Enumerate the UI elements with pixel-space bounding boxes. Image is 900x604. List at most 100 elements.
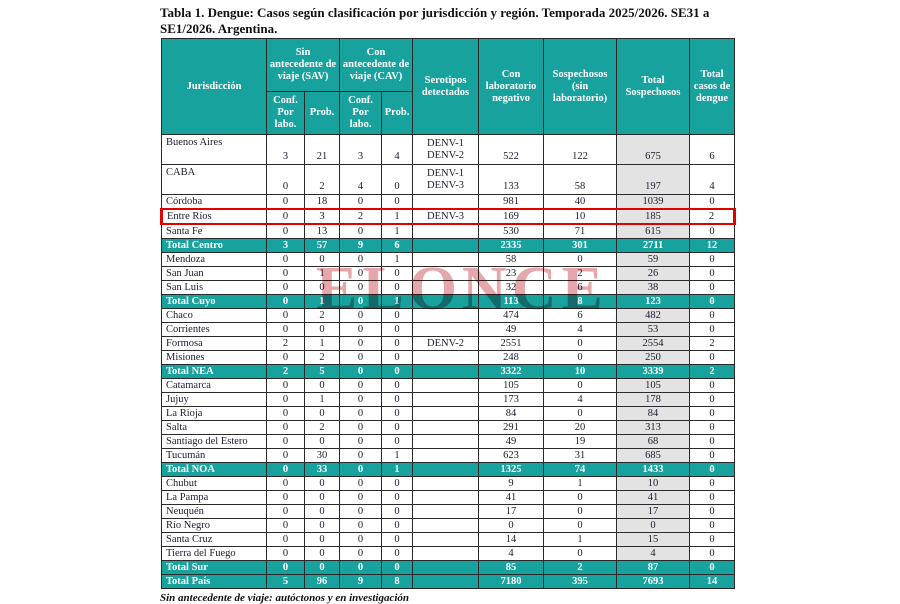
cell-jurisdiccion: CABA xyxy=(161,164,267,195)
cell-total-casos: 0 xyxy=(689,420,736,435)
cell-sav-conf: 0 xyxy=(266,252,305,267)
cell-serotipos xyxy=(412,364,480,379)
cell-total-sospechosos: 1039 xyxy=(616,194,691,210)
cell-cav-prob: 0 xyxy=(381,532,414,547)
cell-jurisdiccion: Entre Ríos xyxy=(160,208,267,225)
cell-sav-prob: 0 xyxy=(303,546,341,561)
cell-total-sospechosos: 15 xyxy=(616,532,691,547)
cell-total-sospechosos: 0 xyxy=(616,518,691,533)
cell-jurisdiccion: Santa Cruz xyxy=(161,532,267,547)
cell-lab-negativo: 41 xyxy=(478,490,545,505)
col-header-serotipos: Serotipos detectados xyxy=(412,38,480,135)
cell-lab-negativo: 522 xyxy=(478,134,545,165)
cell-serotipos xyxy=(412,574,480,589)
cell-serotipos xyxy=(412,350,480,365)
cell-sav-conf: 0 xyxy=(266,420,305,435)
cell-sav-conf: 0 xyxy=(266,532,305,547)
cell-sav-conf: 0 xyxy=(266,490,305,505)
cell-total-sospechosos: 59 xyxy=(616,252,691,267)
table-row: Chaco 0 2 0 0 474 6 482 0 xyxy=(161,308,736,323)
cell-sospechosos: 395 xyxy=(543,574,618,589)
cell-sospechosos: 0 xyxy=(543,518,618,533)
cell-sav-prob: 5 xyxy=(303,364,341,379)
cell-cav-prob: 4 xyxy=(381,134,414,165)
cell-lab-negativo: 248 xyxy=(478,350,545,365)
cell-total-sospechosos: 87 xyxy=(616,560,691,575)
cell-sospechosos: 0 xyxy=(543,406,618,421)
cell-serotipos xyxy=(412,518,480,533)
table-row: La Pampa 0 0 0 0 41 0 41 0 xyxy=(161,490,736,505)
cell-sospechosos: 40 xyxy=(543,194,618,210)
table-row: Córdoba 0 18 0 0 981 40 1039 0 xyxy=(161,194,736,210)
cell-cav-prob: 1 xyxy=(381,448,414,463)
cell-cav-conf: 0 xyxy=(339,364,383,379)
cell-sav-prob: 2 xyxy=(303,308,341,323)
cell-cav-conf: 0 xyxy=(339,532,383,547)
cell-sav-prob: 2 xyxy=(303,350,341,365)
cell-jurisdiccion: Total Cuyo xyxy=(161,294,267,309)
cell-total-sospechosos: 250 xyxy=(616,350,691,365)
cell-sav-prob: 13 xyxy=(303,223,341,239)
cell-cav-prob: 1 xyxy=(381,208,414,225)
cell-total-sospechosos: 84 xyxy=(616,406,691,421)
cell-lab-negativo: 32 xyxy=(478,280,545,295)
cell-cav-prob: 0 xyxy=(381,546,414,561)
cell-sospechosos: 2 xyxy=(543,266,618,281)
cell-cav-conf: 0 xyxy=(339,378,383,393)
cell-lab-negativo: 1325 xyxy=(478,462,545,477)
cell-cav-conf: 0 xyxy=(339,392,383,407)
cell-total-sospechosos: 675 xyxy=(616,134,691,165)
cell-cav-prob: 0 xyxy=(381,308,414,323)
cell-cav-conf: 9 xyxy=(339,238,383,253)
cell-serotipos xyxy=(412,546,480,561)
cell-sav-conf: 0 xyxy=(266,378,305,393)
cell-jurisdiccion: Río Negro xyxy=(161,518,267,533)
cell-serotipos: DENV-3 xyxy=(412,208,480,225)
cell-total-casos: 0 xyxy=(689,518,736,533)
cell-lab-negativo: 17 xyxy=(478,504,545,519)
cell-sospechosos: 4 xyxy=(543,392,618,407)
cell-sav-prob: 2 xyxy=(303,420,341,435)
cell-sav-prob: 3 xyxy=(303,208,341,225)
cell-sospechosos: 19 xyxy=(543,434,618,449)
cell-sav-conf: 0 xyxy=(266,223,305,239)
cell-cav-conf: 9 xyxy=(339,574,383,589)
cell-serotipos xyxy=(412,504,480,519)
cell-sav-prob: 0 xyxy=(303,406,341,421)
cell-jurisdiccion: Salta xyxy=(161,420,267,435)
cell-sav-conf: 2 xyxy=(266,364,305,379)
cell-jurisdiccion: Catamarca xyxy=(161,378,267,393)
cell-cav-conf: 0 xyxy=(339,434,383,449)
cell-serotipos xyxy=(412,560,480,575)
cell-cav-prob: 0 xyxy=(381,336,414,351)
cell-lab-negativo: 23 xyxy=(478,266,545,281)
cell-total-sospechosos: 53 xyxy=(616,322,691,337)
cell-sav-prob: 0 xyxy=(303,476,341,491)
cell-total-sospechosos: 482 xyxy=(616,308,691,323)
cell-sav-conf: 0 xyxy=(266,392,305,407)
cell-serotipos xyxy=(412,406,480,421)
footnote: Sin antecedente de viaje: autóctonos y e… xyxy=(160,592,410,604)
cell-total-casos: 0 xyxy=(689,434,736,449)
col-header-cav-prob: Prob. xyxy=(381,91,414,135)
cell-lab-negativo: 49 xyxy=(478,434,545,449)
cell-cav-conf: 0 xyxy=(339,280,383,295)
cell-jurisdiccion: Total País xyxy=(161,574,267,589)
cell-cav-prob: 0 xyxy=(381,378,414,393)
cell-cav-conf: 0 xyxy=(339,406,383,421)
total-row: Total Cuyo 0 1 0 1 113 8 123 0 xyxy=(161,294,736,309)
cell-serotipos xyxy=(412,252,480,267)
cell-sav-conf: 0 xyxy=(266,294,305,309)
table-row: Jujuy 0 1 0 0 173 4 178 0 xyxy=(161,392,736,407)
total-row: Total NEA 2 5 0 0 3322 10 3339 2 xyxy=(161,364,736,379)
cell-total-casos: 2 xyxy=(689,208,737,225)
cell-jurisdiccion: Santiago del Estero xyxy=(161,434,267,449)
cell-sav-prob: 1 xyxy=(303,392,341,407)
cell-total-casos: 14 xyxy=(689,574,736,589)
cell-total-casos: 0 xyxy=(689,462,736,477)
cell-cav-conf: 0 xyxy=(339,476,383,491)
cell-sospechosos: 0 xyxy=(543,546,618,561)
cell-sav-prob: 96 xyxy=(303,574,341,589)
cell-total-casos: 0 xyxy=(689,476,736,491)
table-row: Santiago del Estero 0 0 0 0 49 19 68 0 xyxy=(161,434,736,449)
